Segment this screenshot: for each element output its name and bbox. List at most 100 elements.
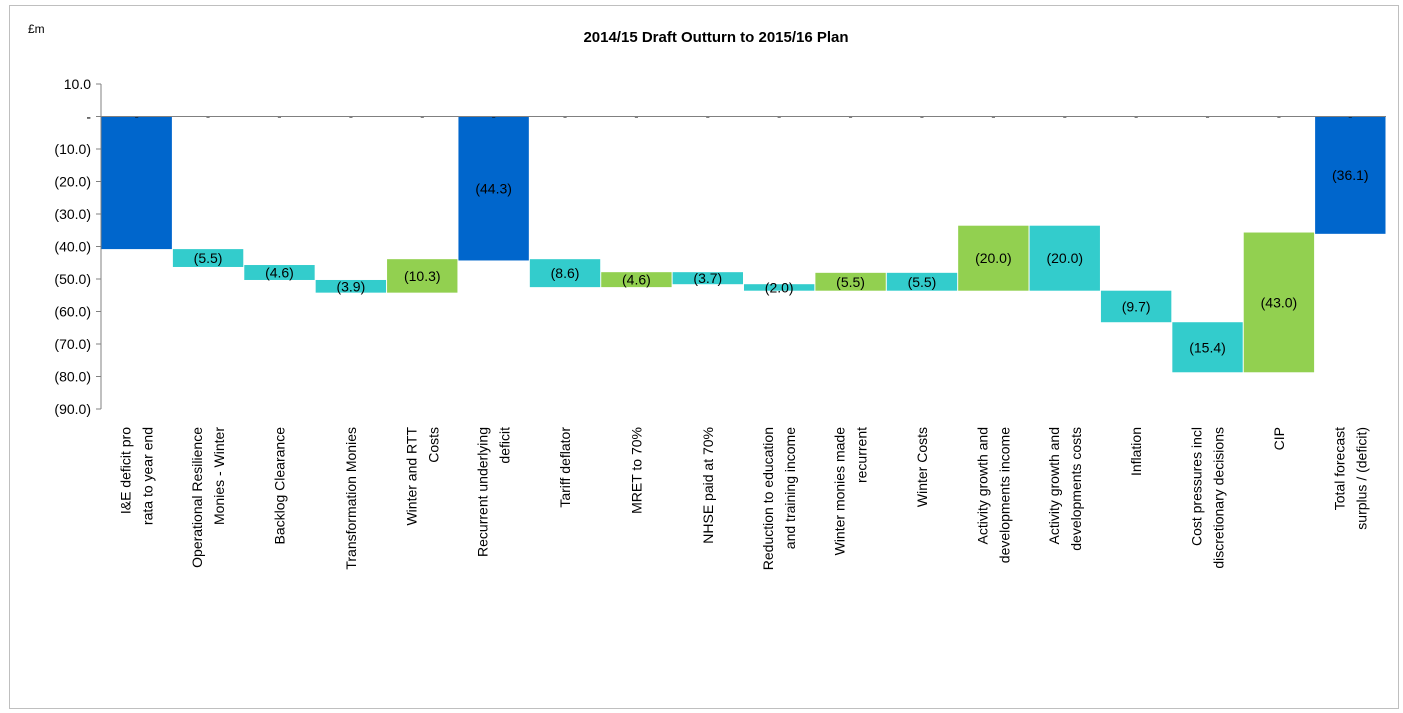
bar (1315, 116, 1386, 234)
waterfall-chart: 2014/15 Draft Outturn to 2015/16 Plan £m… (28, 22, 1386, 570)
bar (172, 249, 244, 267)
category-label: Activity growth and developments costs (1046, 427, 1084, 551)
category-label-line: Activity growth and (974, 427, 990, 545)
bar (958, 225, 1029, 291)
category-label-line: CIP (1271, 427, 1287, 450)
y-tick-label: (80.0) (54, 369, 91, 385)
category-label-line: Winter Costs (914, 427, 930, 507)
bar (744, 284, 815, 291)
data-label: (44.3) (475, 180, 512, 196)
y-tick-label: (10.0) (54, 141, 91, 157)
data-label: (3.7) (693, 270, 722, 286)
y-tick-label: - (86, 109, 91, 125)
data-label: (4.6) (622, 272, 651, 288)
category-label: Activity growth and developments income (974, 427, 1012, 563)
bar (101, 116, 172, 250)
y-tick-label: (50.0) (54, 271, 91, 287)
category-label-line: Winter monies made (832, 427, 848, 556)
category-label-line: rata to year end (140, 427, 156, 525)
data-label: (2.0) (765, 279, 794, 295)
category-label: Winter and RTT Costs (403, 427, 441, 526)
category-label-line: Inflation (1128, 427, 1144, 476)
category-label: MRET to 70% (628, 427, 644, 514)
category-label-line: discretionary decisions (1211, 427, 1227, 569)
category-label-line: Winter and RTT (403, 427, 419, 526)
category-label: Winter monies made recurrent (832, 427, 870, 556)
data-labels: (5.5) (4.6) (3.9) (10.3) (44.3) (8.6) (4.6) (3.… (194, 167, 1369, 355)
bar (1029, 225, 1100, 291)
category-label: Total forecast surplus / (deficit) (1331, 427, 1369, 530)
data-label: (20.0) (975, 250, 1012, 266)
x-axis: I&E deficit pro rata to year end Operation… (101, 116, 1386, 570)
category-label-line: NHSE paid at 70% (700, 427, 716, 544)
y-axis: 10.0 - (10.0) (20.0) (30.0) (40.0) (50.0) (60.0… (54, 76, 102, 417)
data-label: (8.6) (551, 265, 580, 281)
category-label: CIP (1271, 427, 1287, 450)
data-label: (36.1) (1332, 167, 1369, 183)
data-label: (9.7) (1122, 298, 1151, 314)
category-label: Recurrent underlying deficit (475, 427, 513, 557)
bar (886, 272, 958, 291)
y-tick-label: (20.0) (54, 174, 91, 190)
category-label-line: Total forecast (1331, 427, 1347, 510)
bar (458, 116, 529, 261)
category-label-line: deficit (497, 427, 513, 464)
category-label-line: developments income (996, 427, 1012, 563)
bar (1172, 322, 1243, 373)
category-label-line: Backlog Clearance (272, 427, 288, 545)
data-label: (5.5) (836, 274, 865, 290)
data-label: (5.5) (908, 274, 937, 290)
data-label: (43.0) (1261, 294, 1298, 310)
bar (1243, 232, 1315, 373)
data-label: (3.9) (336, 278, 365, 294)
category-label-line: Cost pressures incl (1189, 427, 1205, 546)
category-label-line: and training income (782, 427, 798, 549)
category-label: Tariff deflator (557, 427, 573, 508)
category-label-line: developments costs (1068, 427, 1084, 551)
category-label-line: Monies - Winter (211, 427, 227, 525)
category-label-line: I&E deficit pro (118, 427, 134, 514)
bar (387, 259, 458, 293)
category-label-line: surplus / (deficit) (1353, 427, 1369, 530)
category-label-line: Activity growth and (1046, 427, 1062, 545)
bar (1100, 290, 1172, 323)
y-tick-label: (70.0) (54, 336, 91, 352)
data-label: (20.0) (1046, 250, 1083, 266)
y-tick-label: (30.0) (54, 206, 91, 222)
data-label: (5.5) (194, 250, 223, 266)
data-label: (4.6) (265, 265, 294, 281)
y-tick-label: (40.0) (54, 239, 91, 255)
bar (601, 272, 672, 288)
bar (529, 259, 601, 288)
y-tick-label: (90.0) (54, 401, 91, 417)
category-label-line: recurrent (854, 427, 870, 483)
category-label: Cost pressures incl discretionary decisio… (1189, 427, 1227, 569)
category-label-line: Reduction to education (760, 427, 776, 570)
data-label: (15.4) (1189, 339, 1226, 355)
category-label-line: Tariff deflator (557, 427, 573, 508)
category-label-line: Transformation Monies (343, 427, 359, 570)
category-label: Transformation Monies (343, 427, 359, 570)
category-label: Operational Resilience Monies - Winter (189, 427, 227, 568)
chart-frame: 2014/15 Draft Outturn to 2015/16 Plan £m… (9, 5, 1399, 709)
chart-title: 2014/15 Draft Outturn to 2015/16 Plan (583, 29, 848, 46)
bar (815, 272, 886, 291)
bar (672, 272, 743, 285)
unit-label: £m (28, 22, 45, 36)
y-tick-label: 10.0 (64, 76, 91, 92)
category-label: Backlog Clearance (272, 427, 288, 545)
category-label: I&E deficit pro rata to year end (118, 427, 156, 525)
category-label: NHSE paid at 70% (700, 427, 716, 544)
category-label-line: Operational Resilience (189, 427, 205, 568)
bars (101, 116, 1386, 373)
category-label-line: Costs (425, 427, 441, 463)
data-label: (10.3) (404, 268, 441, 284)
category-label: Inflation (1128, 427, 1144, 476)
bar (244, 265, 315, 280)
category-label: Reduction to education and training incom… (760, 427, 798, 570)
category-label-line: MRET to 70% (628, 427, 644, 514)
y-tick-label: (60.0) (54, 304, 91, 320)
category-label-line: Recurrent underlying (475, 427, 491, 557)
bar (315, 279, 387, 293)
category-label: Winter Costs (914, 427, 930, 507)
